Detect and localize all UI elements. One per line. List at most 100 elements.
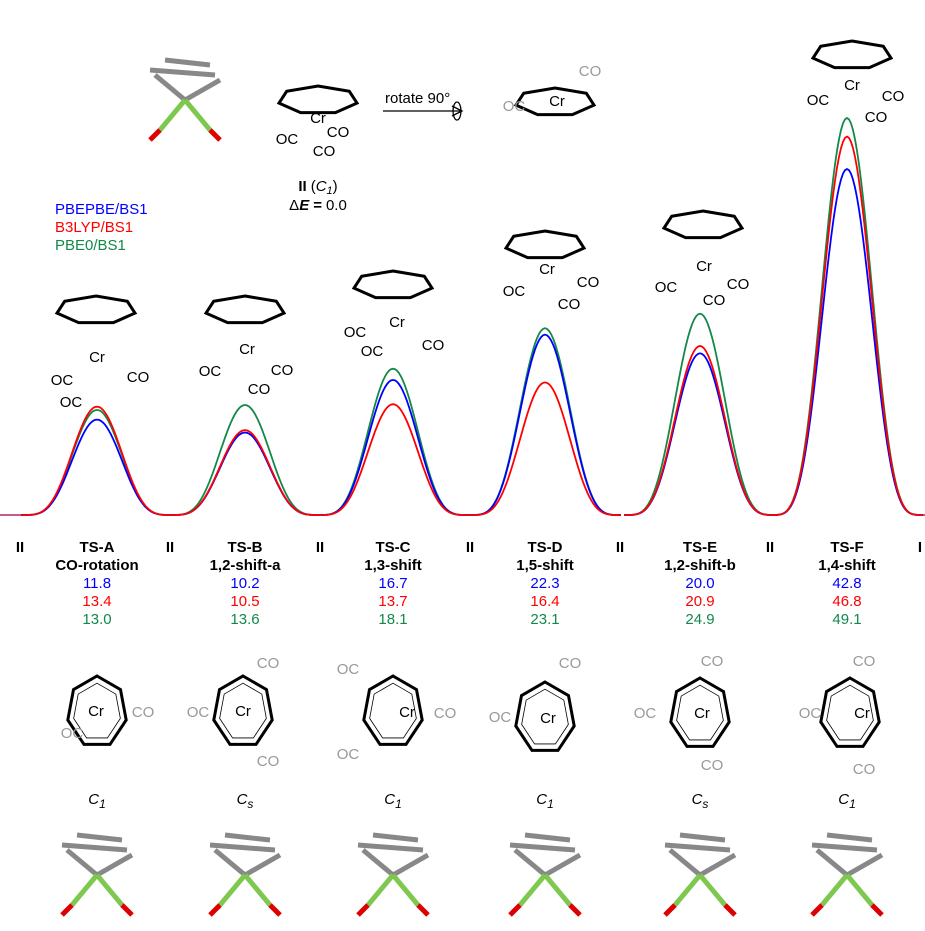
bond: [847, 875, 872, 905]
energy-curve: [21, 420, 173, 515]
atom-label: CO: [579, 63, 602, 80]
bond: [62, 905, 72, 915]
bond: [675, 875, 700, 905]
atom-label: OC: [199, 363, 222, 380]
energy-curve: [624, 353, 776, 515]
energy-value: 20.0: [685, 575, 714, 592]
energy-curve: [169, 433, 321, 516]
legend-entry: B3LYP/BS1: [55, 219, 133, 236]
atom-label: Cr: [389, 314, 405, 331]
ts-name: TS-E: [683, 539, 717, 556]
bond: [62, 845, 127, 850]
bond: [393, 875, 418, 905]
energy-value: 18.1: [378, 611, 407, 628]
stick-model: [210, 835, 280, 915]
ts-process: 1,2-shift-a: [210, 557, 282, 574]
bond: [812, 905, 822, 915]
bond: [72, 875, 97, 905]
energy-value: 42.8: [832, 575, 861, 592]
atom-label: CO: [703, 292, 726, 309]
bond: [363, 850, 393, 875]
atom-label: OC: [344, 324, 367, 341]
bond: [358, 905, 368, 915]
minimum-label: II: [316, 539, 324, 556]
atom-label: Cr: [310, 110, 326, 127]
atom-label: CO: [701, 653, 724, 670]
atom-label: CO: [701, 757, 724, 774]
text-part: Δ: [289, 197, 299, 214]
bond: [150, 130, 160, 140]
subscript: 1: [395, 797, 402, 811]
ring: [664, 211, 742, 238]
energy-value: 16.4: [530, 593, 559, 610]
ts-process: 1,4-shift: [818, 557, 876, 574]
subscript: 1: [547, 797, 554, 811]
bond: [220, 875, 245, 905]
ring: [206, 296, 284, 323]
ts-process: CO-rotation: [55, 557, 138, 574]
atom-label: OC: [503, 98, 526, 115]
atom-label: Cr: [88, 703, 104, 720]
point-group: C1: [536, 791, 554, 811]
energy-curve: [169, 430, 321, 515]
atom-label: CO: [313, 143, 336, 160]
energy-curve: [317, 380, 469, 515]
atom-label: Cr: [696, 258, 712, 275]
bond: [665, 845, 730, 850]
bond: [368, 875, 393, 905]
energy-curve: [469, 328, 621, 515]
bond: [225, 835, 270, 840]
atom-label: Cr: [694, 705, 710, 722]
bond: [67, 850, 97, 875]
atom-label: Cr: [549, 93, 565, 110]
stick-model: [62, 835, 132, 915]
bond: [812, 845, 877, 850]
energy-curve: [317, 404, 469, 515]
minimum-label: II: [466, 539, 474, 556]
bond: [150, 70, 215, 75]
bond: [210, 845, 275, 850]
atom-label: OC: [276, 131, 299, 148]
point-group: C1: [838, 791, 856, 811]
atom-label: OC: [337, 746, 360, 763]
bond: [680, 835, 725, 840]
bond: [373, 835, 418, 840]
bond: [97, 875, 122, 905]
bond: [725, 905, 735, 915]
energy-value: 10.2: [230, 575, 259, 592]
subscript: 1: [99, 797, 106, 811]
energy-value: 10.5: [230, 593, 259, 610]
atom-label: Cr: [540, 710, 556, 727]
bond: [847, 855, 882, 875]
ts-name: TS-D: [528, 539, 563, 556]
bond: [165, 60, 210, 65]
atom-label: CO: [434, 705, 457, 722]
bond: [77, 835, 122, 840]
symbol: C: [384, 791, 395, 808]
bond: [270, 905, 280, 915]
ts-name: TS-F: [830, 539, 863, 556]
point-group: C1: [88, 791, 106, 811]
energy-value: 20.9: [685, 593, 714, 610]
atom-label: OC: [51, 372, 74, 389]
minimum-label: II: [616, 539, 624, 556]
bond: [545, 855, 580, 875]
bond: [520, 875, 545, 905]
legend-entry: PBE0/BS1: [55, 237, 126, 254]
atom-label: CO: [853, 653, 876, 670]
energy-curve: [169, 405, 321, 515]
text-part: =: [313, 197, 322, 214]
text-part: C: [316, 178, 327, 195]
minimum-label: II: [166, 539, 174, 556]
point-group: Cs: [237, 791, 254, 811]
atom-label: Cr: [399, 704, 415, 721]
atom-label: Cr: [239, 341, 255, 358]
energy-value: 16.7: [378, 575, 407, 592]
text-part: 0.0: [326, 197, 347, 214]
ts-process: 1,3-shift: [364, 557, 422, 574]
ts-name: TS-C: [376, 539, 411, 556]
subscript: s: [247, 797, 253, 811]
figure: rotate 90° PBEPBE/BS1B3LYP/BS1PBE0/BS1II…: [0, 0, 925, 931]
bond: [393, 855, 428, 875]
energy-value: 13.7: [378, 593, 407, 610]
